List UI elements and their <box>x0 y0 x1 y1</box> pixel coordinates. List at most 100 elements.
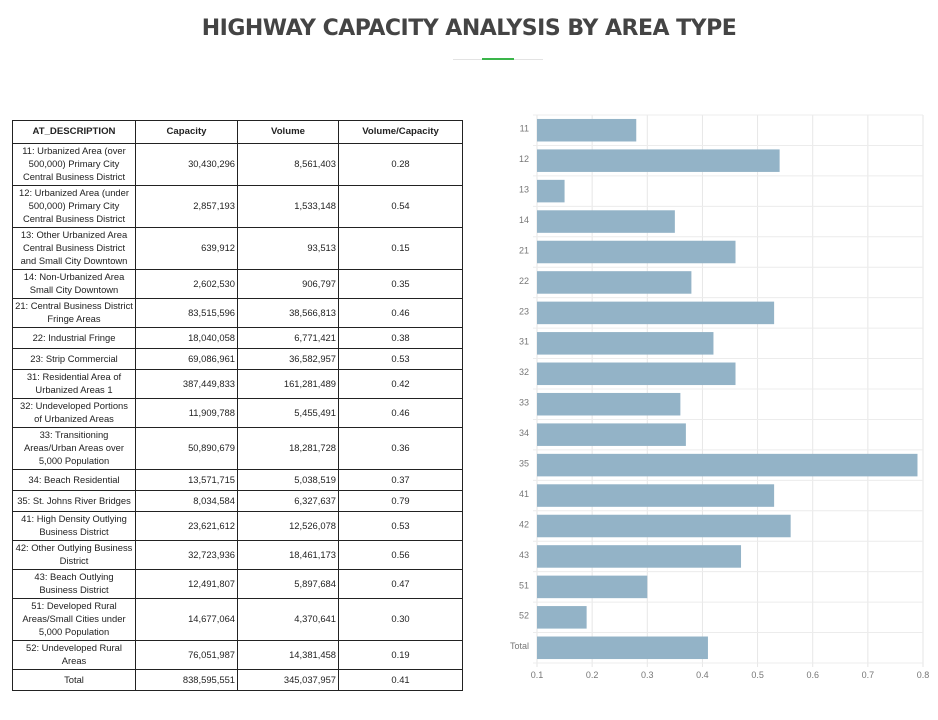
cell-volume: 906,797 <box>237 269 339 299</box>
chart-bars <box>537 118 918 660</box>
cell-volume: 6,771,421 <box>237 327 339 349</box>
chart-bar <box>537 149 780 172</box>
header-at-description: AT_DESCRIPTION <box>12 120 136 144</box>
cell-volume-capacity: 0.79 <box>338 490 463 512</box>
chart-y-tick-label: 13 <box>519 184 529 194</box>
chart-bar <box>537 271 692 294</box>
table-row: 32: Undeveloped Portions of Urbanized Ar… <box>12 398 463 428</box>
cell-description: 23: Strip Commercial <box>12 348 136 370</box>
chart-bar <box>537 301 775 325</box>
cell-volume-capacity: 0.46 <box>338 398 463 428</box>
table-row: 31: Residential Area of Urbanized Areas … <box>12 369 463 399</box>
table-row: 21: Central Business District Fringe Are… <box>12 298 463 328</box>
table-row: 33: Transitioning Areas/Urban Areas over… <box>12 427 463 470</box>
cell-volume-capacity: 0.53 <box>338 511 463 541</box>
cell-volume-capacity: 0.47 <box>338 569 463 599</box>
cell-volume: 5,455,491 <box>237 398 339 428</box>
cell-volume: 5,897,684 <box>237 569 339 599</box>
cell-volume: 4,370,641 <box>237 598 339 641</box>
table-row: 34: Beach Residential 13,571,715 5,038,519… <box>12 469 463 491</box>
cell-description: 51: Developed Rural Areas/Small Cities u… <box>12 598 136 641</box>
cell-volume-capacity: 0.15 <box>338 227 463 270</box>
chart-x-tick-label: 0.2 <box>586 670 599 680</box>
cell-volume-capacity: 0.46 <box>338 298 463 328</box>
cell-volume-capacity: 0.35 <box>338 269 463 299</box>
chart-x-tick-label: 0.1 <box>531 670 544 680</box>
chart-y-tick-label: 43 <box>519 550 529 560</box>
chart-y-tick-label: 34 <box>519 428 529 438</box>
chart-bar <box>537 362 736 386</box>
chart-y-tick-labels: 11 12 13 14 21 22 23 31 32 33 34 35 41 42 43 51 52 Total <box>510 124 529 652</box>
table-row: 23: Strip Commercial 69,086,961 36,582,957… <box>12 348 463 370</box>
cell-volume: 6,327,637 <box>237 490 339 512</box>
cell-volume-capacity: 0.42 <box>338 369 463 399</box>
cell-capacity: 76,051,987 <box>135 640 238 670</box>
cell-capacity: 8,034,584 <box>135 490 238 512</box>
header-volume: Volume <box>237 120 339 144</box>
chart-bar <box>537 453 918 477</box>
chart-y-tick-label: 31 <box>519 337 529 347</box>
cell-description: 22: Industrial Fringe <box>12 327 136 349</box>
table-body: 11: Urbanized Area (over 500,000) Primar… <box>12 143 463 691</box>
cell-volume: 12,526,078 <box>237 511 339 541</box>
cell-volume: 36,582,957 <box>237 348 339 370</box>
cell-description: 33: Transitioning Areas/Urban Areas over… <box>12 427 136 470</box>
chart-bar <box>537 606 587 629</box>
cell-description: 34: Beach Residential <box>12 469 136 491</box>
cell-volume: 38,566,813 <box>237 298 339 328</box>
chart-gridlines <box>533 114 924 667</box>
table-header-row: AT_DESCRIPTION Capacity Volume Volume/Ca… <box>12 120 463 144</box>
chart-bar <box>537 179 565 203</box>
chart-bar <box>537 514 791 538</box>
cell-volume: 8,561,403 <box>237 143 339 186</box>
chart-bar <box>537 545 742 568</box>
cell-description: 32: Undeveloped Portions of Urbanized Ar… <box>12 398 136 428</box>
title-divider-accent <box>482 58 514 60</box>
cell-description: Total <box>12 669 136 691</box>
volume-capacity-bar-chart: 1112131421222331323334354142435152Total … <box>510 114 930 680</box>
chart-x-tick-label: 0.4 <box>696 670 709 680</box>
table-row: 14: Non-Urbanized Area Small City Downto… <box>12 269 463 299</box>
cell-description: 42: Other Outlying Business District <box>12 540 136 570</box>
page-title: HIGHWAY CAPACITY ANALYSIS BY AREA TYPE <box>201 16 737 41</box>
cell-volume: 93,513 <box>237 227 339 270</box>
cell-volume-capacity: 0.38 <box>338 327 463 349</box>
cell-volume: 14,381,458 <box>237 640 339 670</box>
cell-capacity: 11,909,788 <box>135 398 238 428</box>
chart-y-tick-label: 21 <box>519 245 529 255</box>
cell-capacity: 83,515,596 <box>135 298 238 328</box>
cell-capacity: 30,430,296 <box>135 143 238 186</box>
header-volume-capacity: Volume/Capacity <box>338 120 463 144</box>
cell-volume-capacity: 0.41 <box>338 669 463 691</box>
cell-volume: 1,533,148 <box>237 185 339 228</box>
chart-bar <box>537 575 648 599</box>
chart-x-tick-label: 0.8 <box>917 670 930 680</box>
cell-volume: 18,281,728 <box>237 427 339 470</box>
cell-description: 14: Non-Urbanized Area Small City Downto… <box>12 269 136 299</box>
cell-description: 13: Other Urbanized Area Central Busines… <box>12 227 136 270</box>
table-row: 35: St. Johns River Bridges 8,034,584 6,32… <box>12 490 463 512</box>
header-capacity: Capacity <box>135 120 238 144</box>
cell-volume-capacity: 0.56 <box>338 540 463 570</box>
cell-description: 12: Urbanized Area (under 500,000) Prima… <box>12 185 136 228</box>
capacity-table: AT_DESCRIPTION Capacity Volume Volume/Ca… <box>12 120 463 691</box>
chart-x-tick-label: 0.5 <box>751 670 764 680</box>
table-total-row: Total 838,595,551 345,037,957 0.41 <box>12 669 463 691</box>
cell-volume-capacity: 0.30 <box>338 598 463 641</box>
chart-y-tick-label: 32 <box>519 367 529 377</box>
chart-bar <box>537 210 675 233</box>
cell-description: 41: High Density Outlying Business Distr… <box>12 511 136 541</box>
chart-y-tick-label: 51 <box>519 580 529 590</box>
chart-y-tick-label: 35 <box>519 458 529 468</box>
cell-description: 31: Residential Area of Urbanized Areas … <box>12 369 136 399</box>
chart-x-tick-labels: 0.1 0.2 0.3 0.4 0.5 0.6 0.7 0.8 <box>531 670 930 680</box>
chart-bar <box>537 118 637 142</box>
table-row: 42: Other Outlying Business District 32,7… <box>12 540 463 570</box>
table-row: 13: Other Urbanized Area Central Busines… <box>12 227 463 270</box>
chart-y-tick-label: 42 <box>519 519 529 529</box>
cell-volume-capacity: 0.28 <box>338 143 463 186</box>
cell-capacity: 2,857,193 <box>135 185 238 228</box>
cell-description: 35: St. Johns River Bridges <box>12 490 136 512</box>
chart-bar <box>537 240 736 264</box>
cell-volume: 161,281,489 <box>237 369 339 399</box>
